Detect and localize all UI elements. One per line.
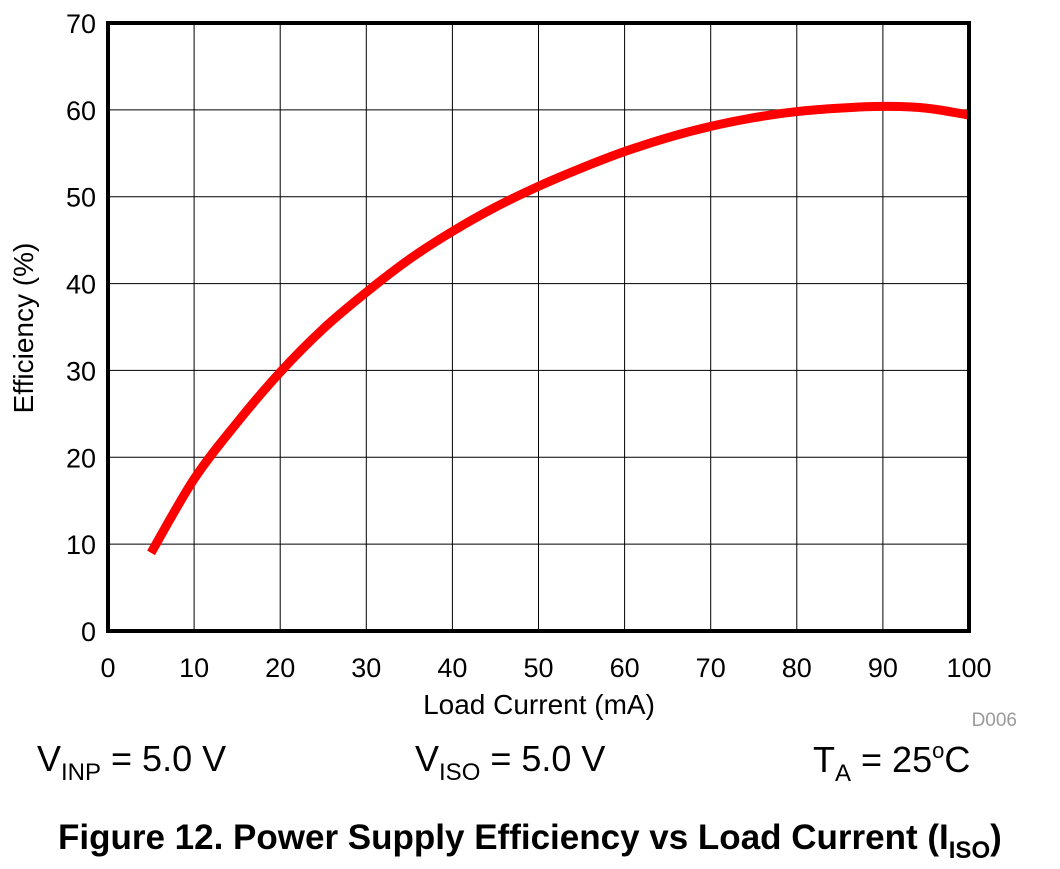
efficiency-chart: 0 10 20 30 40 50 60 70 80 90 100 0 10 20 30 40 50 60 70 L… <box>8 9 1017 730</box>
y-tick-label: 10 <box>66 530 96 560</box>
y-tick-labels: 0 10 20 30 40 50 60 70 <box>66 9 96 647</box>
vinp-symbol: V <box>37 738 62 779</box>
caption-close: ) <box>990 818 1002 857</box>
vinp-condition: VINP = 5.0 V <box>37 738 226 787</box>
caption-subscript: ISO <box>948 837 991 864</box>
x-tick-label: 70 <box>696 653 726 683</box>
y-tick-label: 60 <box>66 96 96 126</box>
viso-symbol: V <box>415 738 440 779</box>
ta-subscript: A <box>835 760 852 787</box>
y-axis-label: Efficiency (%) <box>8 243 39 414</box>
y-tick-label: 40 <box>66 270 96 300</box>
y-tick-label: 0 <box>81 617 96 647</box>
ta-unit: C <box>944 739 971 780</box>
ta-degree-superscript: o <box>932 738 945 763</box>
x-tick-label: 100 <box>946 653 991 683</box>
vinp-value: = 5.0 V <box>101 738 227 779</box>
x-tick-label: 30 <box>351 653 381 683</box>
x-tick-label: 0 <box>100 653 115 683</box>
vinp-subscript: INP <box>61 759 102 786</box>
caption-text: Figure 12. Power Supply Efficiency vs Lo… <box>58 818 949 857</box>
x-tick-label: 50 <box>523 653 553 683</box>
y-tick-label: 30 <box>66 356 96 386</box>
ta-symbol: T <box>813 739 835 780</box>
ta-value: = 25 <box>851 739 933 780</box>
y-tick-label: 70 <box>66 9 96 39</box>
efficiency-curve <box>147 101 970 556</box>
y-tick-label: 50 <box>66 183 96 213</box>
grid-lines <box>108 23 969 631</box>
x-tick-label: 80 <box>782 653 812 683</box>
figure-code: D006 <box>972 710 1017 730</box>
y-tick-label: 20 <box>66 443 96 473</box>
ta-condition: TA = 25oC <box>813 738 970 788</box>
x-tick-label: 40 <box>437 653 467 683</box>
x-tick-label: 60 <box>610 653 640 683</box>
x-tick-label: 10 <box>179 653 209 683</box>
figure-caption: Figure 12. Power Supply Efficiency vs Lo… <box>58 818 1002 865</box>
x-tick-label: 20 <box>265 653 295 683</box>
x-tick-labels: 0 10 20 30 40 50 60 70 80 90 100 <box>100 653 991 683</box>
viso-subscript: ISO <box>439 759 481 786</box>
viso-condition: VISO = 5.0 V <box>415 738 605 787</box>
viso-value: = 5.0 V <box>480 738 606 779</box>
plot-area-frame <box>106 21 971 633</box>
x-axis-label: Load Current (mA) <box>423 689 655 720</box>
x-tick-label: 90 <box>868 653 898 683</box>
